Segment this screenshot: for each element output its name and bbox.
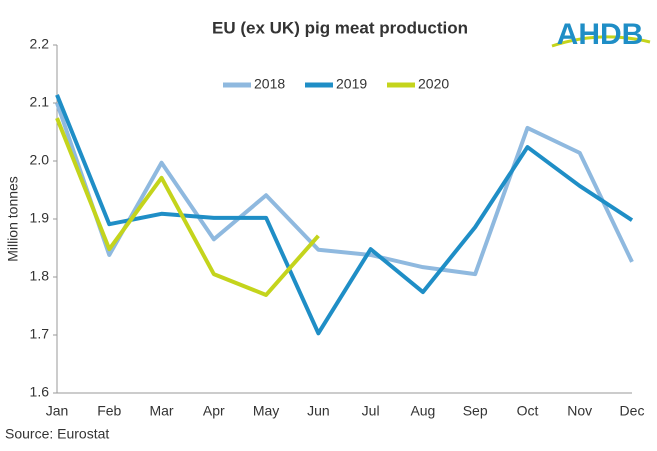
logo-swoosh [551, 35, 651, 48]
source: Source: Eurostat [5, 426, 109, 442]
x-tick-label: Nov [567, 403, 592, 419]
x-tick-label: Jul [362, 403, 380, 419]
y-tick-label: 1.8 [30, 268, 50, 284]
legend-label: 2020 [418, 76, 449, 92]
series-line [55, 117, 320, 297]
y-tick-label: 2.0 [30, 152, 50, 168]
chart-title: EU (ex UK) pig meat production [212, 18, 468, 37]
x-tick-label: Mar [149, 403, 173, 419]
y-tick-label: 1.9 [30, 210, 50, 226]
x-tick-label: Sep [463, 403, 488, 419]
legend-label: 2018 [254, 76, 285, 92]
logo: AHDB [557, 18, 644, 51]
y-tick-label: 2.1 [30, 94, 50, 110]
series-line [55, 94, 634, 336]
x-tick-label: Aug [410, 403, 435, 419]
x-tick-label: Jan [46, 403, 69, 419]
x-tick-label: Oct [517, 403, 539, 419]
x-tick-label: Jun [307, 403, 330, 419]
x-tick-label: May [253, 403, 279, 419]
y-axis-label: Million tonnes [5, 176, 21, 262]
x-tick-label: Apr [203, 403, 225, 419]
y-tick-label: 1.7 [30, 326, 50, 342]
x-tick-label: Dec [620, 403, 645, 419]
series-line [55, 102, 634, 277]
y-tick-label: 2.2 [30, 36, 50, 52]
x-tick-label: Feb [97, 403, 121, 419]
legend-label: 2019 [336, 76, 367, 92]
y-tick-label: 1.6 [30, 384, 50, 400]
